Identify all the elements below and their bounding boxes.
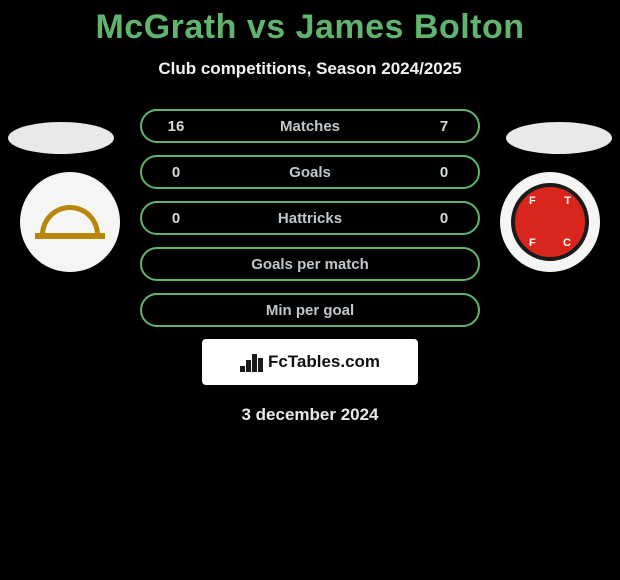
stat-label: Min per goal [266, 302, 354, 319]
brand-panel: FcTables.com [202, 339, 418, 385]
brand-name: FcTables.com [268, 352, 380, 372]
icon-bar [252, 354, 257, 372]
crest-letter: T [564, 195, 571, 207]
stat-right-value: 0 [424, 164, 464, 181]
icon-bar [240, 366, 245, 372]
stat-label: Goals [196, 164, 424, 181]
crest-letter: F [529, 237, 536, 249]
brand-chart-icon [240, 352, 262, 372]
left-club-crest-icon [35, 187, 105, 257]
stat-row-mpg: Min per goal [140, 293, 480, 327]
left-club-badge [20, 172, 120, 272]
stat-left-value: 16 [156, 118, 196, 135]
right-club-badge: F T F C [500, 172, 600, 272]
crest-letter: C [563, 237, 571, 249]
stat-row-hattricks: 0 Hattricks 0 [140, 201, 480, 235]
stat-row-gpm: Goals per match [140, 247, 480, 281]
right-club-crest-icon: F T F C [511, 183, 589, 261]
stat-left-value: 0 [156, 164, 196, 181]
stat-right-value: 0 [424, 210, 464, 227]
stat-label: Matches [196, 118, 424, 135]
comparison-card: McGrath vs James Bolton Club competition… [0, 0, 620, 580]
left-country-icon [8, 122, 114, 154]
footer-date: 3 december 2024 [0, 405, 620, 425]
stat-row-goals: 0 Goals 0 [140, 155, 480, 189]
page-subtitle: Club competitions, Season 2024/2025 [0, 59, 620, 79]
stat-label: Hattricks [196, 210, 424, 227]
icon-bar [258, 358, 263, 372]
stat-right-value: 7 [424, 118, 464, 135]
icon-bar [246, 360, 251, 372]
crest-letter: F [529, 195, 536, 207]
page-title: McGrath vs James Bolton [0, 0, 620, 47]
stat-left-value: 0 [156, 210, 196, 227]
stat-row-matches: 16 Matches 7 [140, 109, 480, 143]
right-country-icon [506, 122, 612, 154]
stat-label: Goals per match [251, 256, 369, 273]
